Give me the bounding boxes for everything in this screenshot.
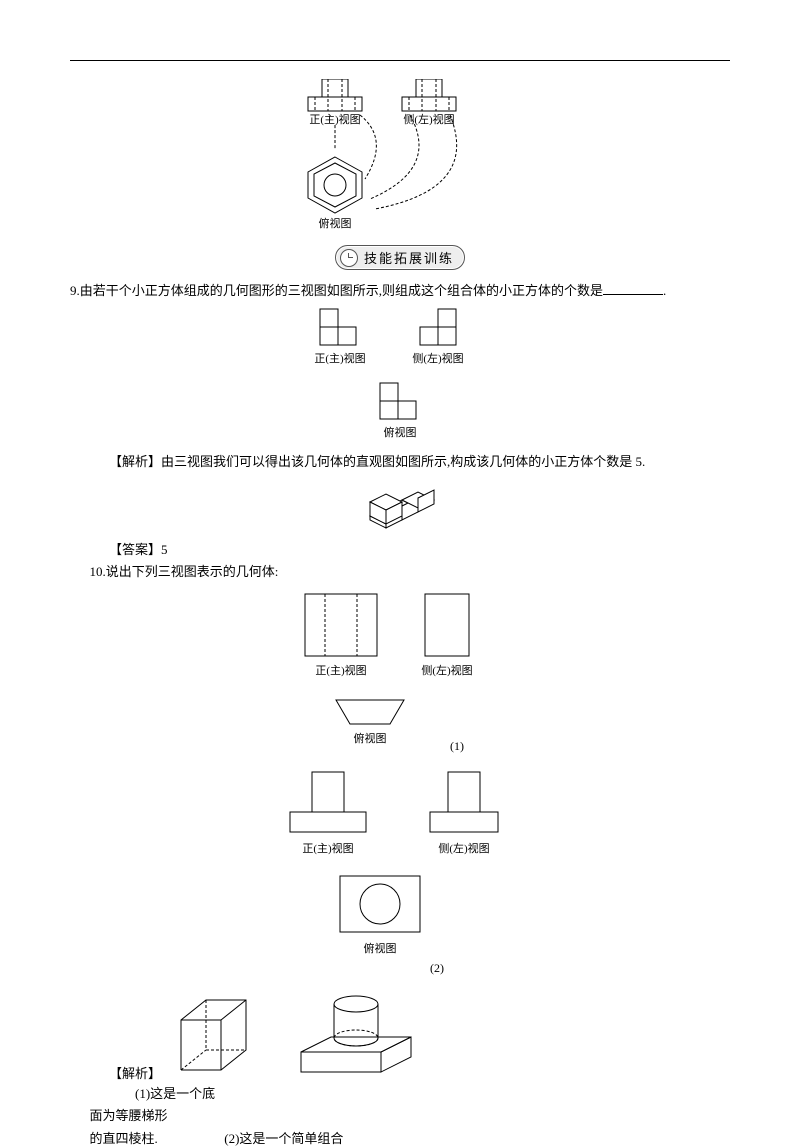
q9-analysis-text: 由三视图我们可以得出该几何体的直观图如图所示,构成该几何体的小正方体个数是 5. — [161, 454, 645, 469]
q9-blank — [603, 281, 663, 295]
svg-text:侧(左)视图: 侧(左)视图 — [403, 112, 454, 126]
svg-text:(2): (2) — [430, 961, 444, 975]
q9-text: 9.由若干个小正方体组成的几何图形的三视图如图所示,则组成这个组合体的小正方体的… — [70, 281, 730, 301]
q10-g2-fs: 正(主)视图 侧(左)视图 — [270, 764, 530, 864]
q10-iso-combo — [291, 982, 431, 1082]
q10-line2: 面为等腰梯形 — [70, 1106, 730, 1126]
q9-num: 9. — [70, 283, 80, 298]
q10-g2-top: 俯视图 (2) — [300, 868, 500, 978]
q9-analysis: 【解析】由三视图我们可以得出该几何体的直观图如图所示,构成该几何体的小正方体个数… — [70, 452, 730, 472]
q9-answer-value: 5 — [161, 542, 168, 557]
svg-text:侧(左)视图: 侧(左)视图 — [412, 351, 463, 365]
q10-group1: 正(主)视图 侧(左)视图 俯视图 (1) — [70, 586, 730, 760]
q9-front-side-svg: 正(主)视图 侧(左)视图 — [300, 304, 500, 374]
q9-iso-svg — [350, 476, 450, 536]
figure-bolt-views: 正(主)视图 侧(左)视图 — [70, 79, 730, 239]
q10-g1-top: 俯视图 (1) — [300, 690, 500, 760]
bolt-svg: 正(主)视图 侧(左)视图 — [290, 79, 510, 239]
q10-line3: 的直四棱柱. (2)这是一个简单组合 — [70, 1129, 730, 1148]
q10-analysis-block: 【解析】 — [70, 982, 730, 1148]
svg-text:正(主)视图: 正(主)视图 — [302, 841, 353, 855]
q10-num: 10. — [90, 564, 106, 579]
section-badge: 技能拓展训练 — [335, 245, 465, 270]
q10-text: 10.说出下列三视图表示的几何体: — [70, 562, 730, 582]
answer-label: 【答案】 — [109, 542, 161, 557]
svg-text:(1): (1) — [450, 739, 464, 753]
q9-top-svg: 俯视图 — [340, 378, 460, 448]
svg-text:俯视图: 俯视图 — [319, 216, 352, 230]
q9-body: 由若干个小正方体组成的几何图形的三视图如图所示,则组成这个组合体的小正方体的个数… — [80, 283, 603, 298]
header-rule — [70, 60, 730, 61]
analysis-label: 【解析】 — [109, 454, 161, 469]
svg-text:俯视图: 俯视图 — [364, 941, 397, 955]
q10-iso-prism — [161, 992, 271, 1082]
clock-icon — [340, 249, 358, 267]
svg-text:侧(左)视图: 侧(左)视图 — [438, 841, 489, 855]
q10-body: 说出下列三视图表示的几何体: — [106, 564, 279, 579]
q9-answer: 【答案】5 — [70, 540, 730, 560]
page: 正(主)视图 侧(左)视图 — [0, 0, 800, 1132]
svg-text:俯视图: 俯视图 — [354, 731, 387, 745]
q9-iso — [70, 476, 730, 536]
q10-group2: 正(主)视图 侧(左)视图 俯视图 (2) — [70, 764, 730, 978]
svg-text:正(主)视图: 正(主)视图 — [309, 112, 360, 126]
q9-period: . — [663, 283, 666, 298]
q9-views: 正(主)视图 侧(左)视图 俯视图 — [70, 304, 730, 448]
svg-text:俯视图: 俯视图 — [384, 425, 417, 439]
svg-text:侧(左)视图: 侧(左)视图 — [421, 663, 472, 677]
svg-text:正(主)视图: 正(主)视图 — [314, 351, 365, 365]
q10-analysis-label: 【解析】 — [109, 1063, 161, 1082]
q10-g1-fs: 正(主)视图 侧(左)视图 — [285, 586, 515, 686]
section-badge-text: 技能拓展训练 — [364, 248, 454, 267]
section-badge-wrap: 技能拓展训练 — [70, 245, 730, 271]
svg-text:正(主)视图: 正(主)视图 — [315, 663, 366, 677]
q10-line1: (1)这是一个底 — [70, 1084, 730, 1104]
